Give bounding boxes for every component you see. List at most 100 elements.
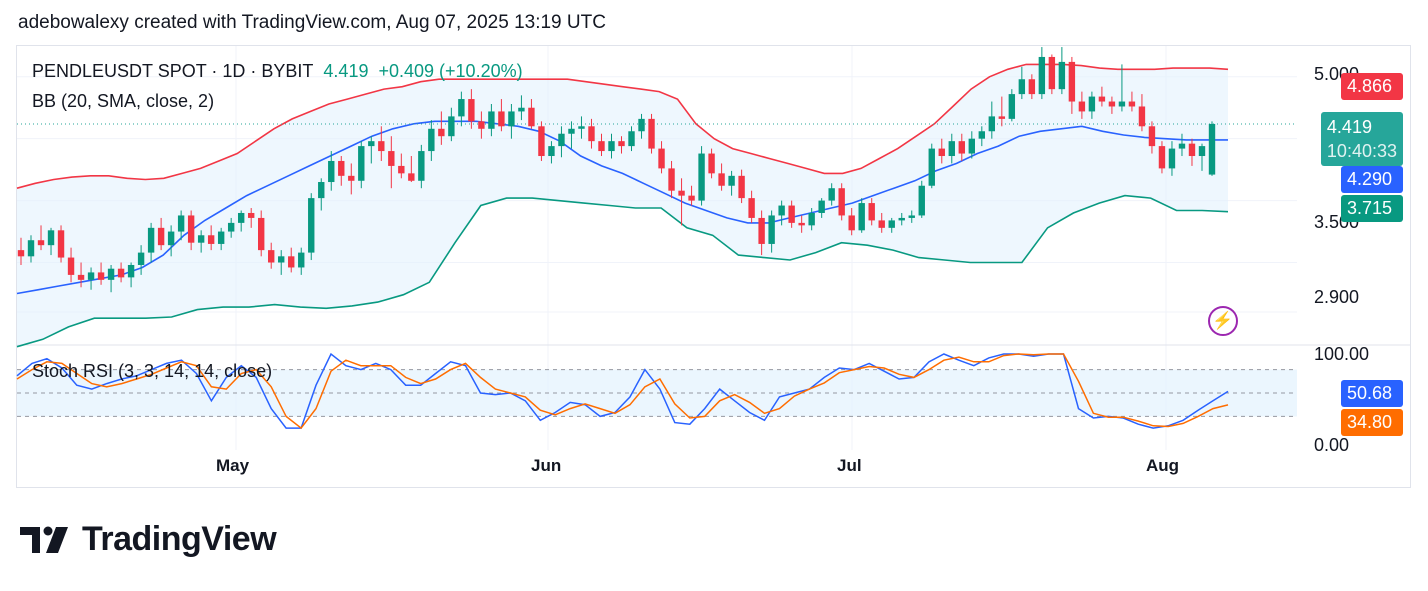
candle-body-100 <box>1018 79 1026 95</box>
chart-frame <box>16 45 1411 488</box>
candle-body-73 <box>748 198 755 218</box>
candle-body-105 <box>1068 61 1076 102</box>
candle-body-58 <box>598 141 605 152</box>
symbol-name[interactable]: PENDLEUSDT SPOT · 1D · BYBIT <box>32 61 314 81</box>
bb-upper-line <box>16 63 1229 189</box>
stoch-legend[interactable]: Stoch RSI (3, 3, 14, 14, close) <box>32 361 273 381</box>
candle-body-95 <box>968 138 975 154</box>
candle-body-51 <box>528 107 535 127</box>
candle-body-23 <box>247 212 255 218</box>
candle-body-96 <box>978 131 986 139</box>
candle-body-114 <box>1158 146 1166 169</box>
candle-body-64 <box>658 148 665 169</box>
candle-body-35 <box>368 141 375 147</box>
tradingview-logo[interactable]: TradingView <box>20 520 277 559</box>
candle-body-44 <box>458 99 465 117</box>
candle-body-103 <box>1048 56 1056 90</box>
candle-body-76 <box>778 205 785 216</box>
candle-body-109 <box>1108 101 1116 107</box>
candle-body-43 <box>448 116 455 137</box>
candle-body-38 <box>398 165 405 174</box>
stoch-tick-100: 100.00 <box>1314 344 1370 364</box>
candle-body-20 <box>217 231 225 244</box>
candle-body-8 <box>97 272 105 280</box>
candle-body-25 <box>268 250 275 263</box>
bb-legend[interactable]: BB (20, SMA, close, 2) <box>32 91 215 111</box>
candle-body-101 <box>1028 79 1036 95</box>
candle-body-31 <box>328 160 335 183</box>
candle-body-77 <box>788 205 795 223</box>
candle-body-83 <box>848 215 855 231</box>
candle-body-30 <box>318 182 325 199</box>
time-label-aug: Aug <box>1146 456 1180 475</box>
candle-body-82 <box>838 188 845 216</box>
stoch-k-tag: 50.68 <box>1341 380 1403 407</box>
candle-body-28 <box>298 252 305 268</box>
candle-body-106 <box>1078 101 1086 112</box>
candle-body-107 <box>1088 96 1096 112</box>
candle-body-65 <box>668 168 675 191</box>
candle-body-117 <box>1188 143 1196 157</box>
candle-body-94 <box>958 141 965 154</box>
candle-body-78 <box>798 222 805 226</box>
bb-basis-line <box>16 120 1228 295</box>
candle-body-62 <box>638 118 645 132</box>
candle-body-40 <box>418 151 425 181</box>
chart-credit: adebowalexy created with TradingView.com… <box>18 12 606 33</box>
candle-body-88 <box>898 217 905 221</box>
candle-body-46 <box>478 121 485 129</box>
candle-body-98 <box>998 116 1006 119</box>
candle-body-13 <box>147 227 155 253</box>
candle-body-102 <box>1038 56 1046 95</box>
stoch-tick-0: 0.00 <box>1314 435 1350 455</box>
time-label-jul: Jul <box>837 456 862 475</box>
candle-body-24 <box>258 217 265 251</box>
candle-body-54 <box>558 133 565 147</box>
candle-body-39 <box>408 173 415 181</box>
symbol-legend[interactable]: PENDLEUSDT SPOT · 1D · BYBIT 4.419 +0.40… <box>32 61 523 82</box>
candle-body-110 <box>1118 101 1126 107</box>
candle-body-4 <box>57 230 65 258</box>
brand-name: TradingView <box>82 520 277 558</box>
candle-body-9 <box>107 268 115 280</box>
candle-body-87 <box>888 220 895 228</box>
candle-body-68 <box>698 153 705 201</box>
price-tag-value: 4.419 <box>1326 117 1372 137</box>
time-label-jun: Jun <box>531 456 562 475</box>
candle-body-26 <box>278 256 285 263</box>
candle-body-29 <box>308 198 315 253</box>
lower-band-tag: 3.715 <box>1341 195 1403 222</box>
candle-body-59 <box>608 141 615 152</box>
lightning-icon[interactable]: ⚡ <box>1208 306 1238 336</box>
stoch-d-tag: 34.80 <box>1341 409 1403 436</box>
candle-body-113 <box>1148 126 1156 147</box>
basis-tag: 4.290 <box>1341 166 1403 193</box>
candle-body-34 <box>358 146 365 181</box>
candle-body-15 <box>167 231 175 246</box>
candle-body-92 <box>938 148 945 157</box>
time-label-may: May <box>216 456 250 475</box>
candle-body-19 <box>207 235 215 244</box>
candle-body-22 <box>237 212 245 223</box>
bar-countdown: 10:40:33 <box>1326 141 1397 161</box>
candle-body-119 <box>1208 123 1216 175</box>
candle-body-3 <box>47 230 55 246</box>
candle-body-55 <box>568 128 575 134</box>
candle-body-6 <box>77 274 85 280</box>
candle-body-27 <box>288 256 295 268</box>
upper-band-tag: 4.866 <box>1341 73 1403 100</box>
candle-body-18 <box>197 235 205 243</box>
candle-body-79 <box>808 212 815 226</box>
candle-body-45 <box>468 99 475 122</box>
candle-body-118 <box>1198 146 1206 157</box>
candle-body-32 <box>338 160 345 176</box>
candle-body-116 <box>1178 143 1186 149</box>
candle-body-70 <box>718 173 725 186</box>
candle-body-97 <box>988 116 996 132</box>
candle-body-108 <box>1098 96 1106 102</box>
candle-body-14 <box>157 227 165 246</box>
candle-body-47 <box>488 111 495 129</box>
candle-body-104 <box>1058 61 1066 90</box>
candle-body-67 <box>688 195 695 201</box>
